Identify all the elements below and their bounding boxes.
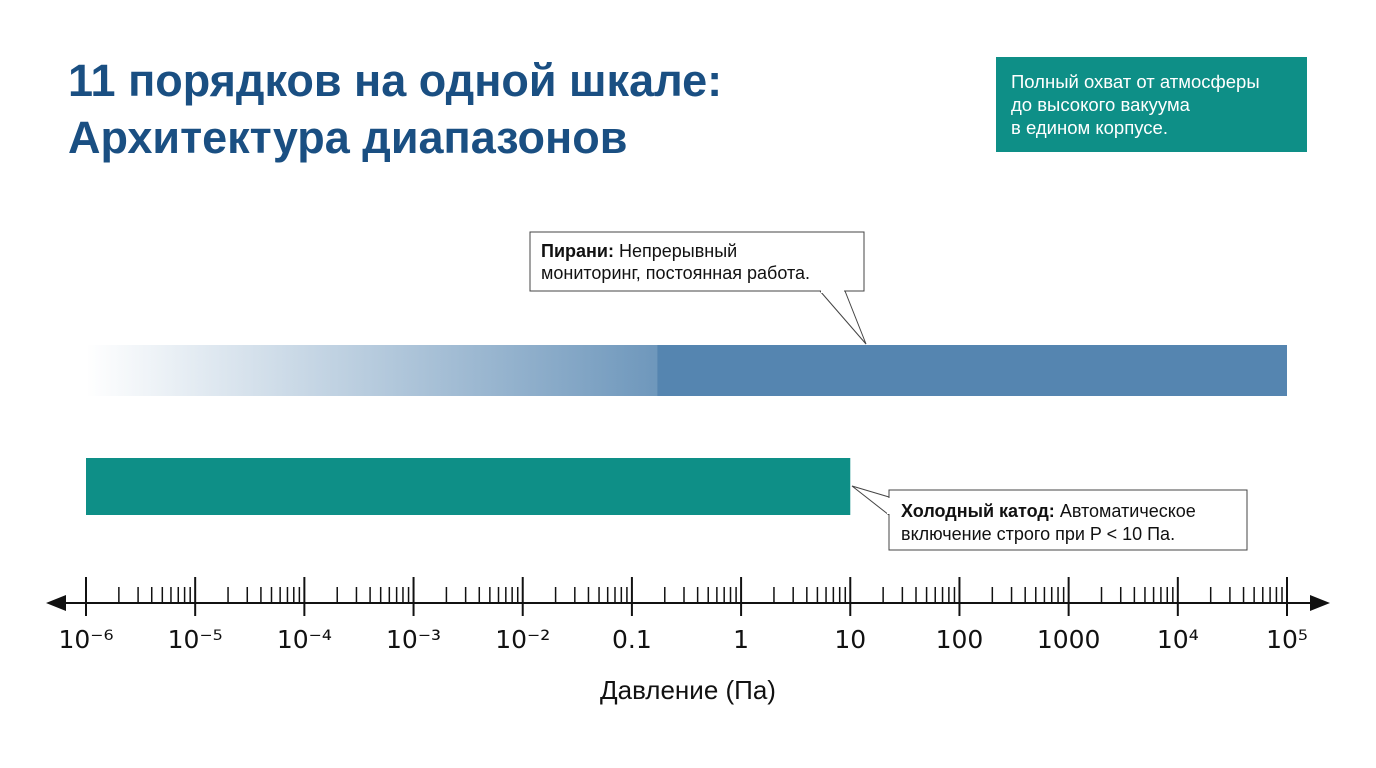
x-tick-label: 1	[733, 625, 749, 654]
x-tick-label: 10⁻⁶	[58, 625, 113, 654]
callout-text: Пирани: Непрерывный	[541, 241, 737, 261]
x-tick-label: 10⁻³	[386, 625, 441, 654]
range-bar-faded	[86, 345, 658, 396]
chart-title: Архитектура диапазонов	[68, 112, 627, 163]
x-tick-label: 10⁻²	[495, 625, 550, 654]
series-name: Пирани:	[541, 241, 614, 261]
axis-arrow	[1310, 595, 1330, 611]
x-tick-label: 10⁻⁴	[277, 625, 332, 654]
x-axis-label: Давление (Па)	[600, 675, 776, 705]
callout-desc: мониторинг, постоянная работа.	[541, 263, 810, 283]
range-bar	[86, 458, 851, 515]
series-name: Холодный катод:	[901, 501, 1055, 521]
note-text: до высокого вакуума	[1011, 94, 1191, 115]
range-bar	[657, 345, 1287, 396]
x-tick-label: 10⁻⁵	[168, 625, 223, 654]
x-tick-label: 10⁴	[1157, 625, 1199, 654]
chart-title: 11 порядков на одной шкале:	[68, 55, 722, 106]
note-text: Полный охват от атмосферы	[1011, 71, 1260, 92]
callout-desc: Непрерывный	[619, 241, 737, 261]
x-tick-label: 10	[834, 625, 866, 654]
x-tick-label: 0.1	[612, 625, 652, 654]
callout-desc: Автоматическое	[1060, 501, 1196, 521]
axis-arrow	[46, 595, 66, 611]
x-tick-label: 10⁵	[1266, 625, 1308, 654]
note-box	[996, 57, 1307, 152]
x-tick-label: 100	[936, 625, 984, 654]
callout: Пирани: Непрерывный мониторинг, постоянн…	[529, 231, 867, 345]
callout-desc: включение строго при P < 10 Па.	[901, 524, 1175, 544]
callout: Холодный катод: Автоматическое включение…	[851, 485, 1248, 551]
x-tick-label: 1000	[1037, 625, 1101, 654]
callout-text: Холодный катод: Автоматическое	[901, 501, 1196, 521]
note-text: в едином корпусе.	[1011, 117, 1168, 138]
